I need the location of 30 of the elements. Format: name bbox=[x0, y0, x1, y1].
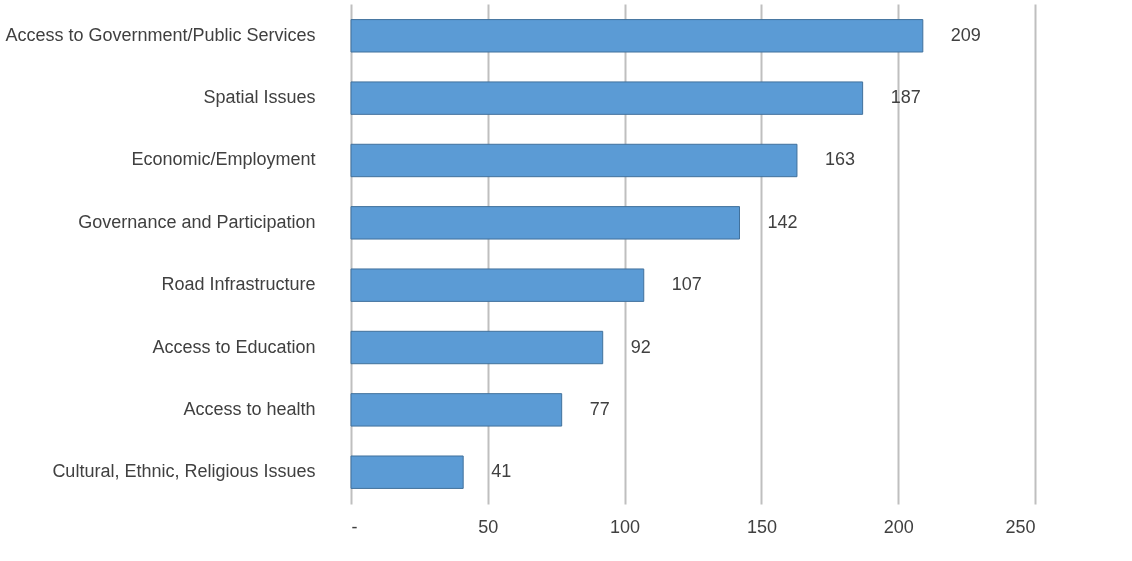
data-label: 92 bbox=[630, 336, 651, 357]
bar bbox=[350, 268, 645, 302]
bar bbox=[350, 81, 864, 115]
y-tick-label: Access to Education bbox=[152, 336, 316, 357]
data-label: 187 bbox=[890, 87, 921, 108]
x-tick-label: 150 bbox=[746, 516, 777, 537]
data-label: 107 bbox=[671, 274, 702, 295]
y-tick-label: Spatial Issues bbox=[203, 87, 316, 108]
bar bbox=[350, 143, 798, 178]
x-tick-label: - bbox=[351, 516, 358, 537]
y-tick-label: Access to health bbox=[183, 398, 316, 419]
y-tick-label: Access to Government/Public Services bbox=[5, 24, 316, 45]
bar bbox=[350, 206, 741, 240]
bar bbox=[350, 330, 604, 365]
y-tick-label: Cultural, Ethnic, Religious Issues bbox=[52, 461, 316, 482]
bar bbox=[350, 19, 924, 53]
data-label: 77 bbox=[589, 398, 610, 419]
y-tick-label: Economic/Employment bbox=[131, 149, 316, 170]
bar bbox=[350, 455, 464, 489]
data-label: 163 bbox=[824, 149, 856, 170]
y-tick-label: Governance and Participation bbox=[78, 211, 316, 232]
x-tick-label: 200 bbox=[883, 516, 914, 537]
data-label: 142 bbox=[767, 211, 798, 232]
data-label: 209 bbox=[950, 24, 981, 45]
data-label: 41 bbox=[491, 461, 512, 482]
x-tick-label: 50 bbox=[478, 516, 499, 537]
y-tick-label: Road Infrastructure bbox=[161, 274, 316, 295]
bar bbox=[350, 393, 563, 427]
x-tick-label: 100 bbox=[610, 516, 641, 537]
x-tick-label: 250 bbox=[1005, 516, 1036, 537]
